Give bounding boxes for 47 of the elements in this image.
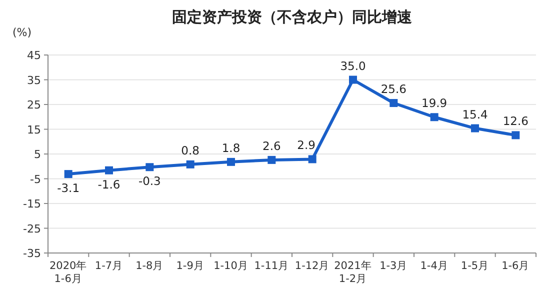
data-label: 1.8 xyxy=(222,140,240,155)
data-label: 0.8 xyxy=(181,143,200,158)
y-tick-label: -25 xyxy=(23,222,41,236)
data-label: 15.4 xyxy=(462,107,488,122)
y-tick-label: 35 xyxy=(27,74,41,87)
point xyxy=(471,124,479,132)
point xyxy=(349,76,357,84)
x-tick-label: 2021年 1-2月 xyxy=(334,260,372,285)
x-tick-label: 1-8月 xyxy=(136,260,164,272)
x-tick-label: 1-3月 xyxy=(380,260,408,272)
point xyxy=(105,166,113,174)
data-label: -0.3 xyxy=(138,174,161,188)
point xyxy=(64,170,72,178)
chart-title: 固定资产投资（不含农户）同比增速 xyxy=(172,8,413,26)
data-label: 12.6 xyxy=(502,114,528,128)
point xyxy=(390,99,398,108)
y-axis-title: (%) xyxy=(12,26,32,39)
y-tick-label: 15 xyxy=(27,123,41,136)
point xyxy=(308,155,316,164)
x-tick-label: 1-10月 xyxy=(214,260,248,272)
x-tick-label: 1-6月 xyxy=(502,260,530,272)
point xyxy=(512,131,520,140)
data-label: 25.6 xyxy=(380,82,406,96)
data-label: 35.0 xyxy=(340,58,366,73)
x-tick-label: 1-9月 xyxy=(176,260,204,272)
data-label: 2.6 xyxy=(262,138,281,153)
point xyxy=(430,113,438,122)
point xyxy=(227,158,235,166)
x-tick-label: 1-5月 xyxy=(460,260,490,272)
y-tick-label: -35 xyxy=(23,247,41,260)
y-tick-label: 25 xyxy=(27,98,41,112)
y-tick-label: -5 xyxy=(30,172,41,186)
x-tick-label: 1-7月 xyxy=(94,260,124,272)
point xyxy=(146,163,154,172)
x-tick-label: 1-4月 xyxy=(420,260,448,272)
x-tick-label: 1-12月 xyxy=(294,260,330,272)
y-tick-label: -15 xyxy=(23,198,41,210)
data-label: -3.1 xyxy=(57,181,80,196)
point xyxy=(268,156,276,164)
x-tick-label: 2020年 1-6月 xyxy=(49,260,88,285)
data-label: 19.9 xyxy=(422,96,448,110)
y-tick-label: 45 xyxy=(27,49,41,62)
data-label: -1.6 xyxy=(98,177,120,192)
data-label: 2.9 xyxy=(297,138,316,152)
y-tick-label: 5 xyxy=(34,148,41,161)
point xyxy=(186,160,194,168)
x-tick-label: 1-11月 xyxy=(254,260,290,272)
